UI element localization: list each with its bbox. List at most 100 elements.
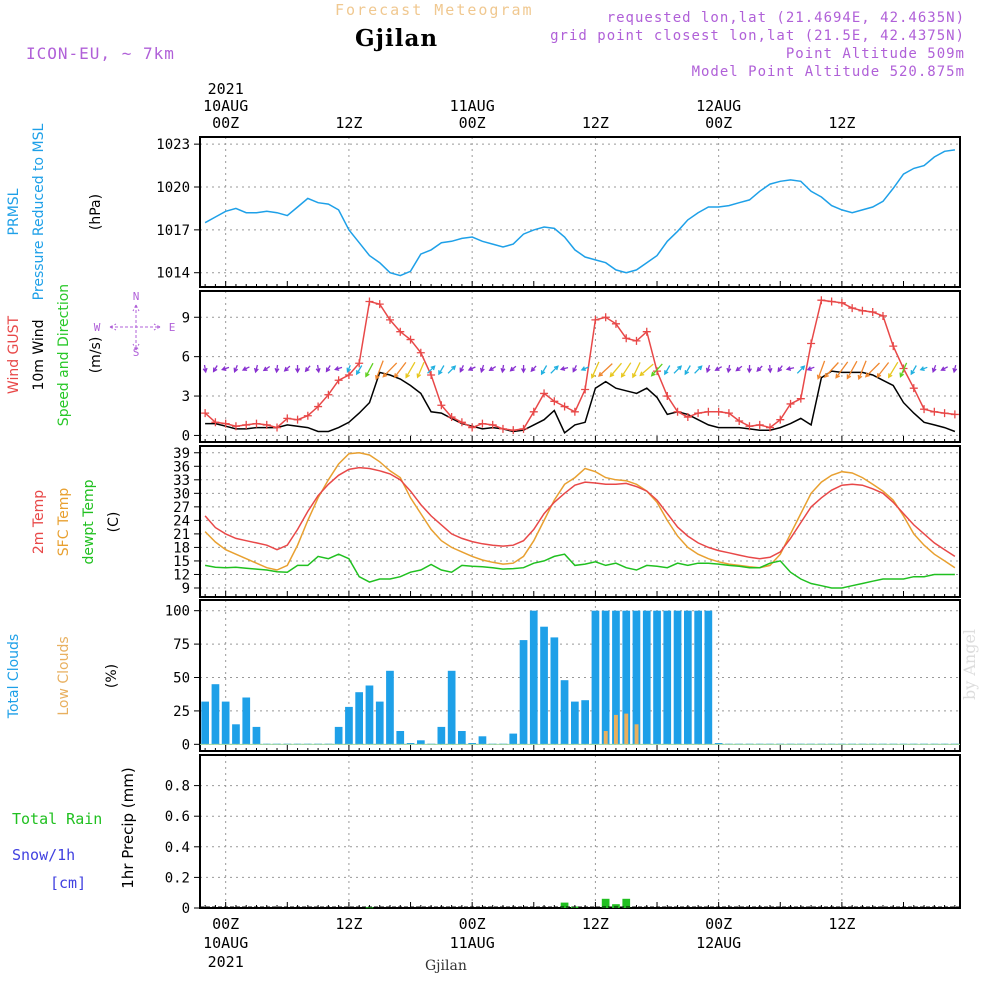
- ylabel-dewpt-temp: dewpt Temp: [81, 479, 97, 564]
- gust-marker: [848, 304, 857, 313]
- wind-direction-arrow: [887, 361, 899, 379]
- gust-marker: [724, 409, 733, 418]
- total-cloud-bar: [242, 697, 251, 745]
- y-tick-label: 30: [173, 486, 190, 502]
- wind-direction-arrow: [540, 365, 548, 376]
- gust-marker: [519, 424, 528, 433]
- wind-direction-arrow: [876, 362, 890, 379]
- wind-direction-arrow: [274, 364, 280, 374]
- wind-direction-arrow: [823, 362, 839, 378]
- y-tick-label: 50: [173, 671, 190, 687]
- gust-marker: [807, 339, 816, 348]
- wind-direction-arrow: [835, 361, 849, 379]
- total-cloud-bar: [221, 701, 230, 745]
- model-altitude: Model Point Altitude 520.875m: [691, 64, 965, 80]
- wind-direction-arrow: [550, 365, 559, 374]
- wind-direction-arrow: [705, 364, 711, 374]
- wind-direction-arrow: [767, 364, 773, 374]
- ylabel-cm: [cm]: [50, 874, 86, 892]
- low-cloud-bar: [614, 714, 618, 745]
- gust-marker: [416, 348, 425, 357]
- ylabel-gust: Wind GUST: [6, 315, 22, 394]
- compass-icon: [109, 304, 161, 351]
- total-cloud-bar: [345, 706, 353, 745]
- total-cloud-bar: [468, 743, 476, 745]
- ylabel-total-clouds: Total Clouds: [6, 634, 22, 719]
- wind-direction-arrow: [334, 366, 343, 371]
- wind-direction-arrow: [233, 364, 239, 373]
- gust-marker: [632, 336, 641, 345]
- y-tick-label: 0.6: [165, 809, 190, 825]
- wind-direction-arrow: [785, 366, 795, 371]
- wind-direction-arrow: [639, 363, 654, 377]
- ylabel-snow: Snow/1h: [12, 846, 75, 864]
- time-label-bottom: 2021: [208, 953, 244, 971]
- total-cloud-bar: [201, 701, 209, 745]
- total-cloud-bar: [519, 640, 528, 745]
- total-cloud-bar: [478, 736, 487, 745]
- wind-direction-arrow: [295, 364, 301, 374]
- gust-marker: [878, 311, 887, 320]
- wind-direction-arrow: [393, 362, 407, 379]
- time-label-bottom: 00Z: [212, 915, 239, 933]
- y-tick-label: 1020: [156, 180, 190, 196]
- compass-e: E: [169, 321, 176, 334]
- wind-direction-arrow: [580, 366, 589, 371]
- panel-frame: [199, 290, 961, 443]
- gust-marker: [427, 371, 436, 380]
- y-tick-label: 27: [173, 500, 190, 516]
- gust-marker: [766, 423, 774, 432]
- total-cloud-bar: [529, 610, 538, 745]
- total-cloud-bar: [550, 637, 559, 745]
- gust-marker: [447, 413, 456, 422]
- gust-marker: [591, 315, 600, 324]
- y-tick-label: 3: [182, 389, 190, 405]
- panel-frame: [199, 599, 961, 752]
- wind-direction-arrow: [664, 365, 671, 376]
- gust-marker: [611, 319, 620, 328]
- wind-direction-arrow: [609, 362, 622, 378]
- compass-s: S: [133, 346, 140, 359]
- wind-direction-arrow: [438, 365, 445, 376]
- total-cloud-bar: [642, 610, 651, 745]
- gust-marker: [242, 420, 251, 429]
- wind-direction-arrow: [405, 361, 416, 379]
- total-cloud-bar: [252, 726, 261, 745]
- total-cloud-bar: [437, 726, 446, 745]
- y-tick-label: 0.8: [165, 779, 190, 795]
- wind-direction-arrow: [777, 365, 783, 373]
- y-tick-label: 39: [173, 446, 190, 462]
- gust-marker: [201, 409, 210, 418]
- gust-marker: [509, 426, 518, 435]
- wind-direction-arrow: [253, 364, 259, 374]
- gust-marker: [293, 415, 302, 424]
- wind-direction-arrow: [304, 365, 311, 373]
- ylabel-ms: (m/s): [88, 337, 104, 374]
- total-cloud-bar: [694, 610, 702, 745]
- gust-marker: [786, 399, 795, 408]
- wind-direction-arrow: [919, 366, 928, 371]
- total-cloud-bar: [612, 610, 620, 745]
- wind-direction-arrow: [684, 365, 691, 376]
- total-cloud-bar: [232, 724, 240, 745]
- wind-direction-arrow: [221, 366, 230, 371]
- total-cloud-bar: [334, 726, 343, 745]
- y-tick-label: 18: [173, 540, 190, 556]
- gust-marker: [909, 384, 918, 393]
- wind-direction-arrow: [365, 362, 374, 378]
- gust-marker: [694, 409, 703, 418]
- gust-marker: [273, 423, 282, 432]
- wind-direction-arrow: [500, 364, 506, 374]
- wind-direction-arrow: [262, 365, 271, 372]
- time-label-top: 12Z: [828, 114, 855, 132]
- wind-direction-arrow: [467, 366, 476, 371]
- ylabel-2m-temp: 2m Temp: [31, 490, 47, 554]
- location-title: Gjilan: [355, 25, 439, 52]
- total-cloud-bar: [653, 610, 661, 745]
- gust-marker: [252, 419, 261, 428]
- temp-2m-line: [204, 466, 956, 560]
- ylabel-celsius: (C): [106, 512, 122, 533]
- panel-frame: [199, 754, 961, 909]
- wind-direction-arrow: [940, 366, 949, 371]
